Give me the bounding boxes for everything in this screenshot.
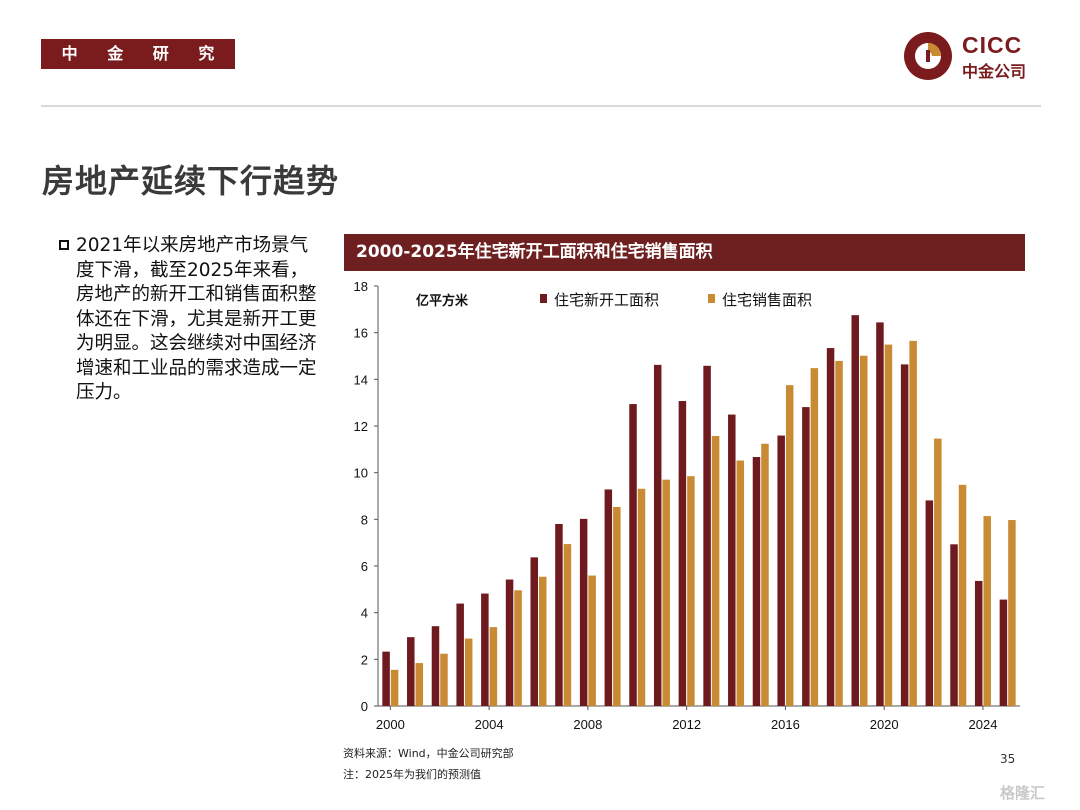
bar-sales-2021 xyxy=(909,340,917,706)
bar-new-starts-2014 xyxy=(728,414,736,706)
legend-label-sales: 住宅销售面积 xyxy=(722,291,812,309)
bar-sales-2009 xyxy=(613,506,621,706)
bar-new-starts-2023 xyxy=(950,544,958,706)
y-tick-label: 14 xyxy=(354,372,368,387)
bullet-point: 2021年以来房地产市场景气度下滑，截至2025年来看，房地产的新开工和销售面积… xyxy=(59,234,322,406)
x-tick-label: 2008 xyxy=(573,717,602,732)
y-tick-label: 6 xyxy=(361,559,368,574)
y-tick-label: 18 xyxy=(354,279,368,294)
bar-new-starts-2005 xyxy=(505,579,514,706)
bar-new-starts-2001 xyxy=(407,637,415,706)
cicc-logo: CICC 中金公司 xyxy=(902,30,1042,82)
bar-new-starts-2015 xyxy=(752,457,761,706)
department-badge: 中 金 研 究 部 xyxy=(41,39,235,93)
bar-sales-2015 xyxy=(761,443,769,706)
bar-new-starts-2000 xyxy=(382,651,390,706)
bar-sales-2018 xyxy=(835,360,843,706)
page-title: 房地产延续下行趋势 xyxy=(42,162,340,200)
logo-text-en: CICC xyxy=(962,32,1023,58)
bar-sales-2008 xyxy=(588,575,596,706)
bar-sales-2017 xyxy=(810,368,819,706)
bar-sales-2000 xyxy=(390,669,399,706)
bar-sales-2020 xyxy=(884,344,893,706)
bar-new-starts-2017 xyxy=(802,407,810,706)
x-tick-label: 2000 xyxy=(376,717,405,732)
bar-sales-2010 xyxy=(637,488,646,706)
bar-sales-2001 xyxy=(415,663,424,706)
watermark: 格隆汇 xyxy=(1000,784,1046,802)
bar-new-starts-2003 xyxy=(456,603,464,706)
bar-new-starts-2011 xyxy=(653,364,662,706)
y-tick-label: 16 xyxy=(354,326,368,341)
bar-sales-2013 xyxy=(711,436,720,706)
bar-new-starts-2013 xyxy=(703,365,711,706)
bar-new-starts-2022 xyxy=(925,500,934,706)
bar-sales-2025 xyxy=(1008,520,1016,706)
bar-new-starts-2025 xyxy=(999,599,1008,706)
bar-sales-2014 xyxy=(736,460,745,706)
bar-sales-2007 xyxy=(563,544,572,706)
x-tick-label: 2024 xyxy=(969,717,998,732)
bar-new-starts-2002 xyxy=(431,626,440,706)
bar-sales-2019 xyxy=(860,355,868,706)
bar-sales-2005 xyxy=(514,590,522,706)
bar-new-starts-2021 xyxy=(900,364,909,706)
chart-title: 2000-2025年住宅新开工面积和住宅销售面积 xyxy=(344,234,1025,271)
bar-new-starts-2008 xyxy=(579,518,588,706)
bar-chart: 0 2 4 6 8 10 12 14 16 18 2000 2004 2008 2012 2016 2020 2… xyxy=(354,279,1020,732)
y-tick-label: 10 xyxy=(354,466,368,481)
bar-sales-2023 xyxy=(958,484,967,706)
bar-new-starts-2010 xyxy=(629,404,637,706)
bar-new-starts-2020 xyxy=(876,322,884,706)
bar-sales-2003 xyxy=(464,638,473,706)
logo-text-cn: 中金公司 xyxy=(962,62,1027,81)
y-tick-label: 8 xyxy=(361,512,368,527)
legend-label-new-starts: 住宅新开工面积 xyxy=(554,291,659,309)
legend-swatch-new-starts xyxy=(540,294,547,303)
legend-swatch-sales xyxy=(708,294,715,303)
x-tick-label: 2016 xyxy=(771,717,800,732)
bar-new-starts-2016 xyxy=(777,435,785,706)
bullet-text: 2021年以来房地产市场景气度下滑，截至2025年来看，房地产的新开工和销售面积… xyxy=(76,235,317,403)
bar-sales-2022 xyxy=(934,438,942,706)
page-number: 35 xyxy=(1000,752,1016,766)
footnote: 注：2025年为我们的预测值 xyxy=(343,768,481,781)
x-tick-label: 2020 xyxy=(870,717,899,732)
cicc-logo-icon xyxy=(904,32,952,80)
y-tick-label: 2 xyxy=(361,652,368,667)
bar-new-starts-2006 xyxy=(530,557,538,706)
bar-new-starts-2004 xyxy=(481,593,489,706)
bar-new-starts-2012 xyxy=(678,401,687,706)
y-tick-label: 4 xyxy=(361,606,368,621)
bar-new-starts-2009 xyxy=(604,489,613,706)
y-tick-label: 12 xyxy=(354,419,368,434)
bar-new-starts-2024 xyxy=(974,580,983,706)
header-divider xyxy=(41,105,1041,107)
x-tick-label: 2012 xyxy=(672,717,701,732)
y-tick-label: 0 xyxy=(361,699,368,714)
source-note: 资料来源：Wind，中金公司研究部 xyxy=(343,747,514,760)
y-axis-unit-label: 亿平方米 xyxy=(416,293,469,309)
x-tick-label: 2004 xyxy=(475,717,504,732)
bar-sales-2006 xyxy=(539,576,547,706)
square-bullet-icon xyxy=(59,240,69,250)
bar-sales-2016 xyxy=(785,385,794,706)
bar-new-starts-2018 xyxy=(826,348,835,706)
bar-sales-2024 xyxy=(983,516,991,706)
bar-sales-2004 xyxy=(489,627,498,706)
bar-new-starts-2007 xyxy=(555,524,563,706)
bar-new-starts-2019 xyxy=(851,315,859,706)
bar-sales-2012 xyxy=(687,476,695,706)
bar-sales-2011 xyxy=(662,479,670,706)
bar-sales-2002 xyxy=(440,653,448,706)
